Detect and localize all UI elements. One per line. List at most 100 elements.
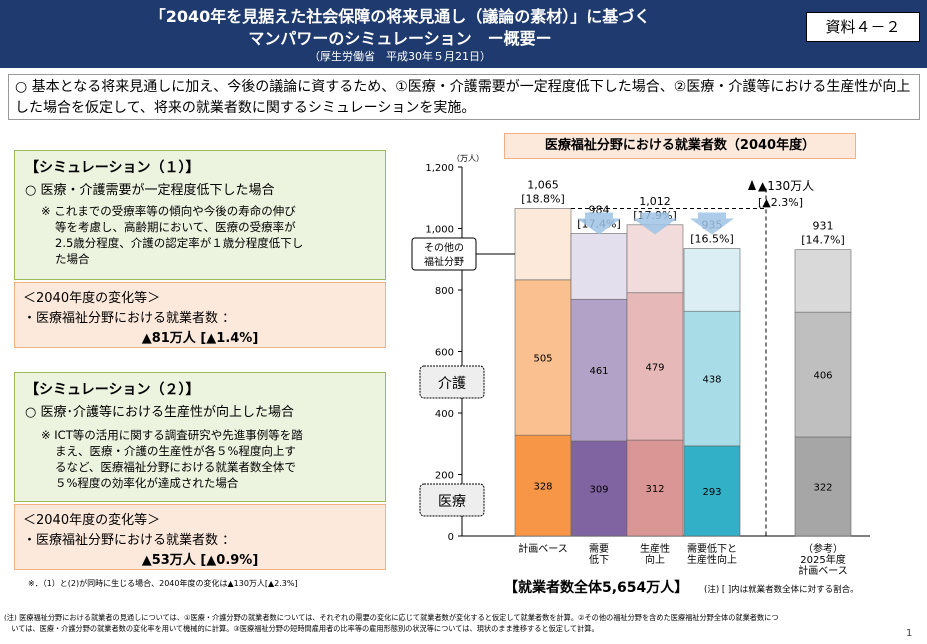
bottom-footnote-line: いては、医療・介護分野の就業者数の変化率を用いて機械的に計算。③医療福祉分野の短… xyxy=(4,624,599,633)
bar-segment xyxy=(626,439,684,537)
bar-share-label: [17.4%] xyxy=(577,217,621,230)
bar-share-label: [16.5%] xyxy=(690,232,734,245)
sim2-note-line: ５%程度の効率化が達成された場合 xyxy=(55,476,239,490)
segment-label: 461 xyxy=(589,366,608,377)
y-tick-label: 200 xyxy=(435,471,454,482)
legend-care-label: 介護 xyxy=(438,376,466,392)
category-label: 低下 xyxy=(589,553,609,566)
bar-segment xyxy=(514,208,572,281)
segment-label: 322 xyxy=(813,482,832,493)
change-annotation-pct: [▲2.3%] xyxy=(758,196,803,209)
category-label: 需要低下と xyxy=(687,542,737,555)
legend-medical-box xyxy=(419,483,485,517)
bar-total-label: 931 xyxy=(813,220,834,233)
y-tick-label: 0 xyxy=(448,532,454,543)
sim1-subtitle: ○ 医療・介護需要が一定程度低下した場合 xyxy=(25,183,275,198)
legend-other-label: 福祉分野 xyxy=(424,255,464,268)
bar-segment xyxy=(683,310,741,447)
category-label: 計画ベース xyxy=(518,542,568,555)
sim2-note: ※ ICT等の活用に関する調査研究や先進事例等を踏 まえ、医療・介護の生産性が各… xyxy=(41,427,391,491)
sim1-note-line: ※ これまでの受療率等の傾向や今後の寿命の伸び xyxy=(41,204,296,218)
sim2-title: 【シミュレーション（２）】 xyxy=(25,382,200,398)
change-annotation: ▲130万人 xyxy=(758,179,814,193)
sim1-result-line: ・医療福祉分野における就業者数 ： xyxy=(23,311,236,326)
y-axis-unit: （万人） xyxy=(452,154,484,163)
document-reference-badge: 資料４－２ xyxy=(806,12,920,42)
category-label: 2025年度 xyxy=(800,553,845,566)
category-label: （参考） xyxy=(803,542,843,555)
bar-segment xyxy=(626,224,684,294)
page-source: （厚生労働省 平成30年５月21日） xyxy=(309,50,491,63)
bar-share-label: [17.9%] xyxy=(633,209,677,222)
bar-segment xyxy=(514,434,572,537)
y-tick-label: 1,000 xyxy=(425,225,454,236)
page-title-line2: マンパワーのシミュレーション ー概要ー xyxy=(248,29,552,48)
legend-other-label: その他の xyxy=(424,241,464,254)
sim2-box: 【シミュレーション（２）】 ○ 医療･介護等における生産性が向上した場合 ※ I… xyxy=(14,372,386,502)
total-workers-note: (注) [ ]内は就業者数全体に対する割合。 xyxy=(704,584,859,595)
total-workers-label: 【就業者数全体5,654万人】 xyxy=(504,579,688,596)
decrease-arrow xyxy=(633,212,677,235)
chart-title: 医療福祉分野における就業者数（2040年度） xyxy=(504,133,856,159)
decrease-arrow xyxy=(577,212,621,235)
category-label: 生産性 xyxy=(640,542,670,555)
combined-effect-note: ※．（1）と(2)が同時に生じる場合、2040年度の変化は▲130万人[▲2.3… xyxy=(28,579,298,588)
bar-segment xyxy=(570,440,628,537)
sim2-subtitle: ○ 医療･介護等における生産性が向上した場合 xyxy=(25,405,294,420)
bar-share-label: [18.8%] xyxy=(521,193,565,206)
legend-care-box xyxy=(419,365,485,399)
segment-label: 438 xyxy=(702,375,721,386)
bar-total-label: 1,012 xyxy=(639,195,671,208)
y-tick-label: 800 xyxy=(435,286,454,297)
intro-summary: ○ 基本となる将来見通しに加え、今後の議論に資するため、①医療・介護需要が一定程… xyxy=(8,74,920,120)
segment-label: 293 xyxy=(702,487,721,498)
sim1-note: ※ これまでの受療率等の傾向や今後の寿命の伸び 等を考慮し、高齢期において、医療… xyxy=(41,203,391,267)
legend-medical-label: 医療 xyxy=(438,493,466,510)
sim2-result-box: ＜2040年度の変化等＞ ・医療福祉分野における就業者数 ： ▲53万人 [▲0… xyxy=(14,504,386,570)
sim2-note-line: ※ ICT等の活用に関する調査研究や先進事例等を踏 xyxy=(41,428,303,442)
sim1-result-box: ＜2040年度の変化等＞ ・医療福祉分野における就業者数 ： ▲81万人 [▲1… xyxy=(14,282,386,348)
y-tick-label: 400 xyxy=(435,409,454,420)
bottom-footnote-line: (注) 医療福祉分野における就業者の見通しについては、①医療・介護分野の就業者数… xyxy=(4,613,779,622)
change-arrow-icon xyxy=(748,180,756,190)
bar-total-label: 984 xyxy=(589,203,610,216)
bar-segment xyxy=(683,248,741,312)
bottom-footnote: (注) 医療福祉分野における就業者の見通しについては、①医療・介護分野の就業者数… xyxy=(4,612,914,634)
bar-segment xyxy=(794,436,852,537)
category-label: 需要 xyxy=(589,543,609,555)
category-label: 向上 xyxy=(645,553,665,566)
y-tick-label: 600 xyxy=(435,348,454,359)
sim2-result-value: ▲53万人 [▲0.9%] xyxy=(141,553,259,568)
segment-label: 479 xyxy=(645,362,664,373)
category-label: 生産性向上 xyxy=(687,553,737,566)
sim2-note-line: るなど、医療福祉分野における就業者数全体で xyxy=(55,460,296,474)
sim1-note-line: 等を考慮し、高齢期において、医療の受療率が xyxy=(55,220,296,234)
segment-label: 312 xyxy=(645,484,664,495)
bar-total-label: 1,065 xyxy=(527,179,559,192)
bar-segment xyxy=(570,233,628,300)
sim1-box: 【シミュレーション（１）】 ○ 医療・介護需要が一定程度低下した場合 ※ これま… xyxy=(14,150,386,280)
sim2-note-line: まえ、医療・介護の生産性が各５%程度向上す xyxy=(55,444,296,458)
segment-label: 505 xyxy=(533,353,552,364)
bar-segment xyxy=(570,298,628,442)
bar-segment xyxy=(683,445,741,537)
bar-total-label: 935 xyxy=(702,218,723,231)
y-tick-label: 1,200 xyxy=(425,163,454,174)
bar-segment xyxy=(794,249,852,313)
page-title-line1: 「2040年を見据えた社会保障の将来見通し（議論の素材）」に基づく xyxy=(149,7,651,26)
sim1-result-title: ＜2040年度の変化等＞ xyxy=(23,291,161,306)
sim2-result-line: ・医療福祉分野における就業者数 ： xyxy=(23,533,236,548)
bar-share-label: [14.7%] xyxy=(801,234,845,247)
sim1-note-line: た場合 xyxy=(55,252,90,266)
sim1-title: 【シミュレーション（１）】 xyxy=(25,160,200,176)
segment-label: 328 xyxy=(533,482,552,493)
legend-other-box xyxy=(411,237,477,271)
sim1-result-value: ▲81万人 [▲1.4%] xyxy=(141,331,259,346)
decrease-arrow xyxy=(690,212,734,235)
bar-segment xyxy=(626,292,684,441)
sim2-result-title: ＜2040年度の変化等＞ xyxy=(23,513,161,528)
sim1-note-line: 2.5歳分程度、介護の認定率が１歳分程度低下し xyxy=(55,236,304,250)
segment-label: 309 xyxy=(589,484,608,495)
page-number: 1 xyxy=(906,628,913,639)
header-banner: 「2040年を見据えた社会保障の将来見通し（議論の素材）」に基づく マンパワーの… xyxy=(0,0,927,68)
